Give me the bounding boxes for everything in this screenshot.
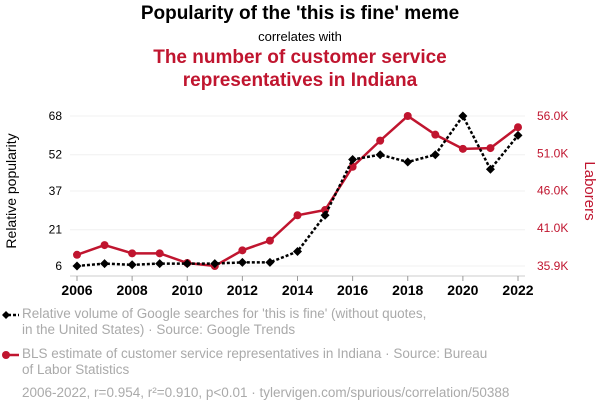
y-tick-label: 37 bbox=[49, 184, 63, 198]
bls-data-point bbox=[403, 112, 412, 120]
y2-axis-label: Laborers bbox=[581, 161, 598, 220]
x-tick-label: 2012 bbox=[227, 282, 258, 298]
x-tick-label: 2006 bbox=[61, 282, 92, 298]
google-data-point bbox=[348, 155, 358, 165]
google-data-point bbox=[182, 259, 192, 269]
title2-line1: The number of customer service bbox=[153, 47, 447, 68]
bls-data-point bbox=[100, 241, 109, 250]
x-tick-label: 2014 bbox=[282, 282, 313, 298]
y-tick-label: 21 bbox=[49, 223, 63, 237]
chart-title: Popularity of the 'this is fine' meme bbox=[140, 3, 460, 24]
y2-tick-label: 41.0K bbox=[537, 221, 568, 235]
x-tick-label: 2008 bbox=[117, 282, 148, 298]
google-data-point bbox=[210, 259, 220, 269]
legend-marker-google bbox=[2, 311, 10, 319]
google-data-point bbox=[265, 257, 275, 267]
google-data-point bbox=[430, 150, 440, 160]
google-data-point bbox=[127, 260, 137, 270]
y2-tick-label: 51.0K bbox=[537, 146, 568, 160]
legend-marker-bls bbox=[2, 351, 10, 359]
x-tick-label: 2010 bbox=[172, 282, 203, 298]
google-data-point bbox=[237, 257, 247, 267]
legend-text-2a: BLS estimate of customer service represe… bbox=[22, 346, 488, 361]
x-tick-label: 2018 bbox=[392, 282, 423, 298]
bls-data-point bbox=[458, 144, 467, 153]
bls-data-point bbox=[155, 249, 164, 258]
bls-data-point bbox=[514, 123, 522, 132]
bls-data-point bbox=[128, 249, 137, 258]
y2-tick-label: 35.9K bbox=[537, 259, 568, 273]
bls-data-point bbox=[238, 246, 247, 255]
google-data-point bbox=[100, 259, 110, 269]
x-tick-label: 2016 bbox=[337, 282, 368, 298]
x-tick-label: 2022 bbox=[502, 282, 533, 298]
google-data-point bbox=[458, 111, 468, 121]
google-data-point bbox=[375, 150, 385, 160]
bls-data-point bbox=[73, 250, 81, 259]
google-data-point bbox=[513, 130, 523, 140]
legend-item-google: Relative volume of Google searches for '… bbox=[22, 306, 522, 338]
google-data-point bbox=[72, 261, 82, 271]
bls-data-point bbox=[293, 211, 302, 220]
y-tick-label: 6 bbox=[55, 259, 62, 273]
google-data-point bbox=[485, 164, 495, 174]
bls-data-point bbox=[265, 236, 274, 245]
y-tick-label: 52 bbox=[49, 148, 63, 162]
chart-title-secondary: The number of customer service representa… bbox=[0, 46, 600, 92]
x-tick-label: 2020 bbox=[447, 282, 478, 298]
bls-data-point bbox=[376, 136, 385, 145]
legend-item-bls: BLS estimate of customer service represe… bbox=[22, 346, 522, 378]
y2-tick-label: 46.0K bbox=[537, 184, 568, 198]
google-data-point bbox=[403, 157, 413, 167]
google-data-point bbox=[155, 259, 165, 269]
legend-text-1a: Relative volume of Google searches for '… bbox=[22, 306, 427, 321]
title2-line2: representatives in Indiana bbox=[182, 70, 418, 91]
legend-text-2b: of Labor Statistics bbox=[22, 362, 130, 377]
google-data-point bbox=[293, 246, 302, 256]
bls-data-point bbox=[431, 130, 440, 139]
y-axis-label: Relative popularity bbox=[3, 133, 19, 248]
google-data-point bbox=[320, 210, 330, 220]
bls-data-point bbox=[486, 144, 495, 153]
chart-subtitle: correlates with bbox=[258, 29, 342, 44]
footer-text: 2006-2022, r=0.954, r²=0.910, p<0.01 · t… bbox=[22, 385, 510, 400]
y2-tick-label: 56.0K bbox=[537, 109, 568, 123]
legend-text-1b: in the United States) · Source: Google T… bbox=[22, 322, 296, 337]
y-tick-label: 68 bbox=[49, 109, 63, 123]
bls-data-point bbox=[348, 162, 357, 171]
